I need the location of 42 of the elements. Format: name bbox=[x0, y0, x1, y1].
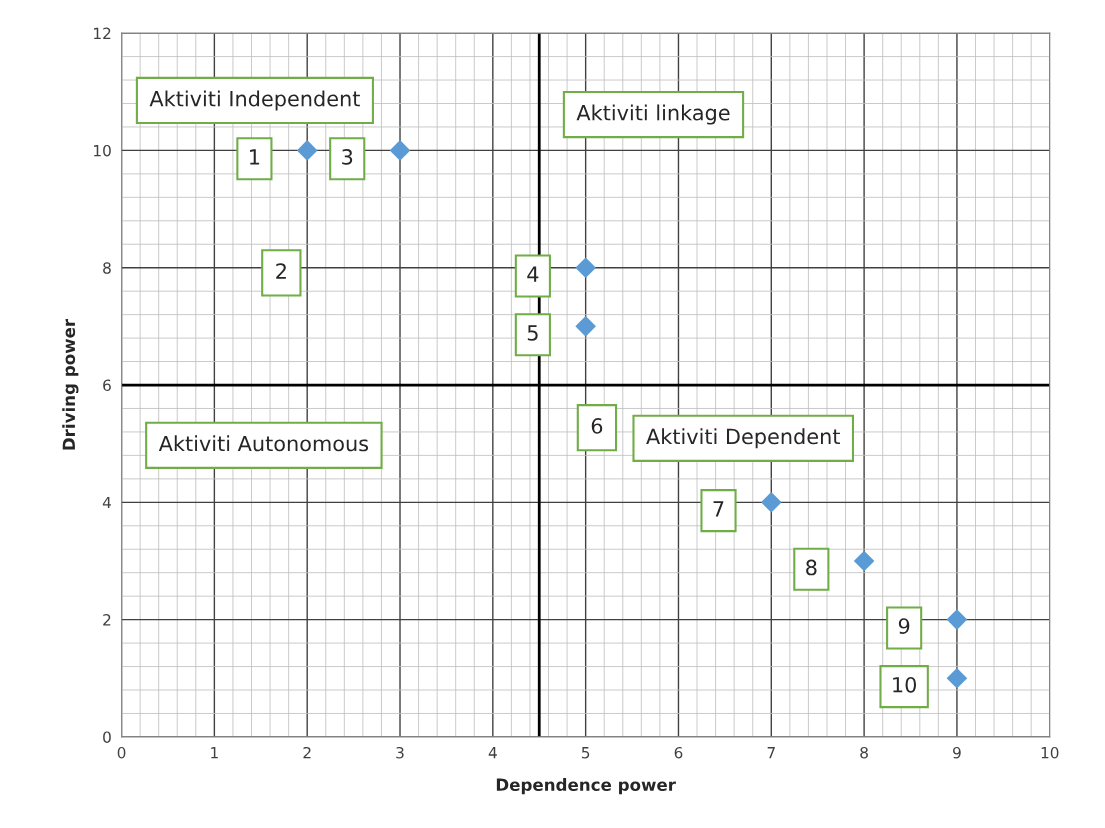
point bbox=[296, 140, 318, 161]
annotation: 10 bbox=[893, 676, 917, 693]
annotation: 2 bbox=[276, 263, 286, 279]
point bbox=[389, 140, 411, 161]
y-tick-label: 8 bbox=[103, 262, 111, 274]
annotation: 5 bbox=[527, 325, 538, 341]
x-tick-label: 3 bbox=[396, 746, 404, 759]
y-axis-title: Driving power bbox=[62, 318, 79, 450]
y-tick-label: 6 bbox=[103, 379, 111, 392]
annotation: Aktiviti Autonomous bbox=[158, 435, 369, 452]
point bbox=[946, 667, 968, 689]
point bbox=[760, 492, 782, 513]
x-tick-label: 7 bbox=[767, 747, 775, 759]
y-tick-label: 4 bbox=[102, 496, 111, 509]
annotation: 7 bbox=[713, 501, 724, 517]
annotation: Aktiviti Independent bbox=[149, 90, 360, 111]
y-tick-label: 10 bbox=[94, 144, 111, 157]
x-tick-label: 6 bbox=[674, 746, 683, 759]
y-tick-label: 0 bbox=[103, 731, 111, 743]
annotation: Aktiviti Dependent bbox=[646, 428, 840, 449]
x-tick-label: 2 bbox=[303, 746, 311, 759]
annotation: 6 bbox=[591, 418, 603, 434]
annotation: Aktiviti linkage bbox=[576, 104, 730, 125]
x-tick-label: 1 bbox=[211, 747, 218, 759]
x-tick-label: 9 bbox=[953, 746, 961, 759]
y-tick-label: 12 bbox=[94, 27, 111, 39]
point bbox=[853, 550, 875, 572]
annotation: 4 bbox=[527, 266, 539, 282]
x-tick-label: 5 bbox=[581, 747, 590, 759]
x-tick-label: 10 bbox=[1041, 746, 1059, 759]
annotation: 8 bbox=[806, 559, 817, 576]
annotation: 1 bbox=[250, 149, 260, 165]
x-tick-label: 0 bbox=[117, 746, 126, 759]
point bbox=[575, 316, 596, 337]
annotation: 3 bbox=[342, 149, 353, 165]
point bbox=[575, 257, 596, 279]
x-tick-label: 4 bbox=[488, 747, 497, 759]
annotation: 9 bbox=[898, 618, 910, 634]
x-tick-label: 8 bbox=[860, 746, 868, 759]
point bbox=[946, 609, 968, 630]
y-tick-label: 2 bbox=[103, 614, 111, 626]
x-axis-title: Dependence power bbox=[496, 778, 676, 795]
